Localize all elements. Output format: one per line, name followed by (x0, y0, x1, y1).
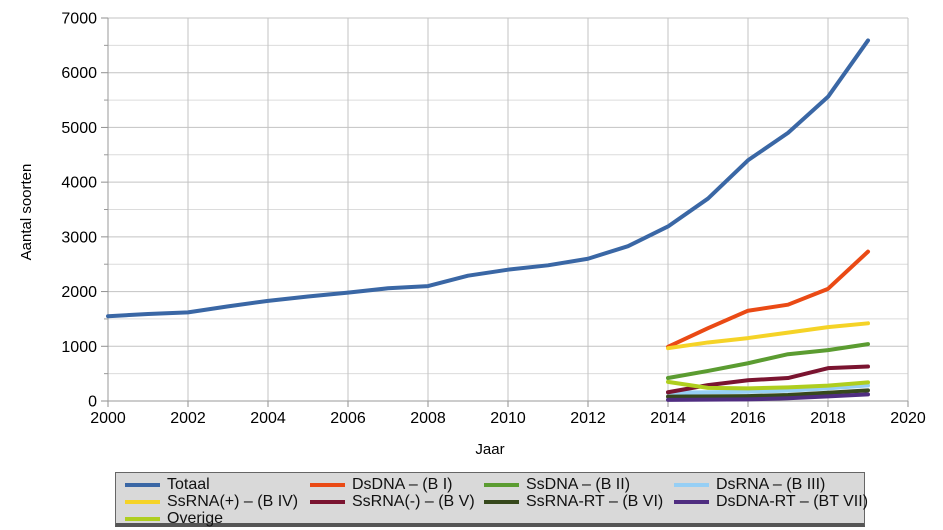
legend-item-ssdna-b-ii: SsDNA – (B II) (484, 476, 631, 493)
legend-label: SsRNA(+) – (B IV) (167, 493, 299, 510)
series-line-dsdna-b-i (666, 249, 870, 349)
series-line-ssrna-rt-b-vi (666, 388, 870, 399)
data-series (106, 38, 870, 402)
y-tick-label: 3000 (61, 229, 97, 246)
legend-swatch-dsrna-b-iii (674, 482, 709, 487)
tick-labels: 0 1000 2000 3000 4000 5000 6000 7000 2000 2002 200… (61, 11, 925, 428)
y-axis-title: Aantal soorten (18, 164, 35, 261)
series-line-dsdna-rt-bt-vii (666, 392, 870, 402)
legend-item-totaal: Totaal (125, 476, 210, 493)
legend-swatch-ssdna-b-ii (484, 482, 519, 487)
chart-legend: Totaal DsDNA – (B I) SsDNA – (B II) DsRNA –… (115, 472, 869, 527)
legend-label: SsRNA(-) – (B V) (352, 493, 475, 510)
legend-item-overige: Overige (125, 510, 224, 527)
x-tick-label: 2016 (730, 410, 766, 427)
y-tick-label: 5000 (61, 120, 97, 137)
chart-plot-area: 0 1000 2000 3000 4000 5000 6000 7000 2000 2002 200… (18, 11, 926, 459)
y-tick-label: 4000 (61, 175, 97, 192)
legend-swatch-ssrna-rt-b-vi (484, 499, 519, 504)
legend-item-ssrna-b-iv: SsRNA(+) – (B IV) (125, 493, 299, 510)
series-line-overige (666, 379, 870, 391)
legend-swatch-overige (125, 516, 160, 521)
axes (101, 17, 909, 407)
series-line-ssrna-b-iv (666, 321, 870, 351)
y-tick-label: 2000 (61, 284, 97, 301)
x-tick-label: 2012 (570, 410, 606, 427)
legend-label: DsDNA-RT – (BT VII) (716, 493, 869, 510)
x-tick-label: 2000 (90, 410, 126, 427)
legend-swatch-totaal (125, 482, 160, 487)
legend-label: SsDNA – (B II) (526, 476, 631, 493)
series-line-totaal (106, 38, 870, 319)
y-tick-label: 0 (88, 394, 97, 411)
series-line-ssdna-b-ii (666, 342, 870, 381)
legend-item-dsdna-rt-bt-vii: DsDNA-RT – (BT VII) (674, 493, 869, 510)
x-tick-label: 2020 (890, 410, 926, 427)
y-tick-label: 1000 (61, 339, 97, 356)
series-line-dsrna-b-iii (666, 383, 870, 395)
x-tick-label: 2010 (490, 410, 526, 427)
legend-item-dsrna-b-iii: DsRNA – (B III) (674, 476, 826, 493)
legend-item-ssrna-rt-b-vi: SsRNA-RT – (B VI) (484, 493, 664, 510)
legend-swatch-ssrna-b-iv (125, 499, 160, 504)
legend-item-ssrna-b-v: SsRNA(-) – (B V) (310, 493, 475, 510)
legend-label: Overige (167, 510, 224, 527)
x-tick-label: 2004 (250, 410, 286, 427)
x-tick-label: 2014 (650, 410, 686, 427)
x-tick-label: 2002 (170, 410, 206, 427)
legend-label: Totaal (167, 476, 210, 493)
x-axis-title: Jaar (475, 441, 504, 458)
legend-item-dsdna-b-i: DsDNA – (B I) (310, 476, 453, 493)
legend-swatch-dsdna-rt-bt-vii (674, 499, 709, 504)
y-tick-label: 6000 (61, 65, 97, 82)
legend-swatch-dsdna-b-i (310, 482, 345, 487)
legend-label: DsRNA – (B III) (716, 476, 826, 493)
y-tick-label: 7000 (61, 11, 97, 28)
x-tick-label: 2018 (810, 410, 846, 427)
legend-swatch-ssrna-b-v (310, 499, 345, 504)
x-tick-label: 2006 (330, 410, 366, 427)
legend-label: SsRNA-RT – (B VI) (526, 493, 664, 510)
legend-label: DsDNA – (B I) (352, 476, 453, 493)
major-gridlines (107, 17, 909, 402)
x-tick-label: 2008 (410, 410, 446, 427)
